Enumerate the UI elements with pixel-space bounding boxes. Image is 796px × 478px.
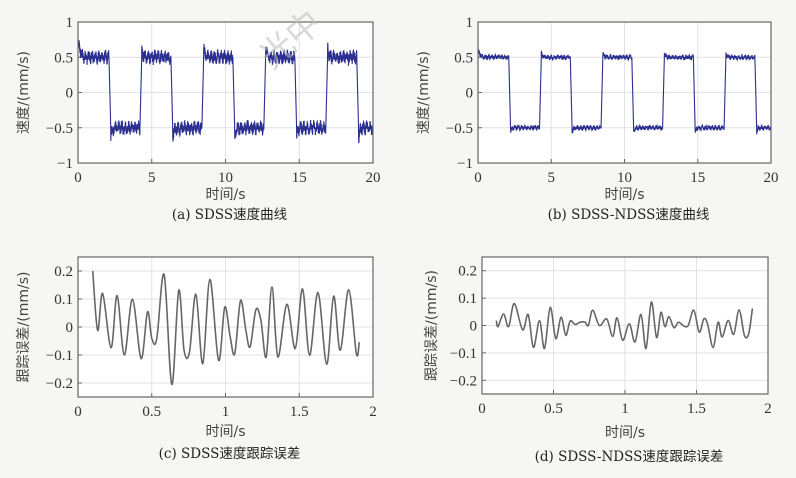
x-tick-label: 0	[474, 170, 482, 186]
y-tick-label: 0.2	[458, 264, 477, 280]
y-axis-label: 跟踪误差/(mm/s)	[424, 270, 440, 381]
x-tick-label: 15	[690, 170, 705, 186]
y-tick-label: −0.1	[46, 348, 73, 364]
x-tick-label: 0.5	[544, 401, 563, 417]
plot-frame	[77, 256, 374, 398]
panel-caption: (b) SDSS-NDSS速度曲线	[548, 207, 710, 223]
plot-frame	[477, 21, 772, 164]
y-tick-label: 0.1	[458, 291, 477, 307]
panel-b: 0 5 10 15 20 1 0.5 0 −0.5 −1 时间/s 速度/(mm/s) (b) SDSS…	[416, 15, 779, 223]
x-tick-label: 1.5	[290, 404, 309, 420]
y-tick-label: 1	[66, 15, 74, 31]
y-axis-label: 跟踪误差/(mm/s)	[16, 272, 32, 383]
x-tick-label: 0	[74, 404, 82, 420]
x-axis-label: 时间/s	[205, 187, 245, 203]
panel-a: 0 5 10 15 20 1 0.5 0 −0.5 −1 时间/s 速度/(mm/s) (a) SDSS…	[16, 15, 381, 223]
y-tick-label: −0.5	[446, 121, 473, 137]
y-tick-label: 0.1	[54, 292, 73, 308]
y-tick-label: −0.5	[46, 121, 73, 137]
x-tick-label: 5	[148, 170, 156, 186]
panel-c: 0 0.5 1 1.5 2 0.2 0.1 0 −0.1 −0.2 时间/s 跟踪误差/(mm/s) (…	[16, 256, 377, 462]
x-tick-label: 15	[292, 170, 307, 186]
x-tick-label: 0	[478, 401, 486, 417]
y-axis-label: 速度/(mm/s)	[416, 51, 432, 134]
panel-caption: (c) SDSS速度跟踪误差	[159, 446, 301, 462]
y-tick-label: −0.2	[46, 376, 73, 392]
plot-frame	[481, 256, 769, 395]
x-tick-label: 20	[764, 170, 779, 186]
series-line	[91, 270, 361, 386]
x-tick-label: 10	[218, 170, 233, 186]
x-tick-label: 1	[222, 404, 230, 420]
plot-frame	[77, 21, 374, 164]
x-tick-label: 2	[369, 404, 377, 420]
panel-d: 0 0.5 1 1.5 2 0.2 0.1 0 −0.1 −0.2 时间/s 跟踪误差/(mm/s) (…	[424, 256, 772, 465]
y-tick-label: 0	[466, 86, 474, 102]
panel-caption: (a) SDSS速度曲线	[172, 207, 287, 223]
x-tick-label: 10	[617, 170, 632, 186]
y-axis-label: 速度/(mm/s)	[16, 51, 32, 134]
panel-caption: (d) SDSS-NDSS速度跟踪误差	[535, 449, 724, 465]
y-tick-label: −0.1	[450, 346, 477, 362]
x-axis-label: 时间/s	[604, 187, 644, 203]
x-tick-label: 1	[621, 401, 629, 417]
series-line	[477, 49, 772, 135]
x-axis-label: 时间/s	[205, 424, 245, 440]
y-tick-label: −0.2	[450, 373, 477, 389]
y-tick-label: 0.5	[454, 50, 473, 66]
y-tick-label: 0	[66, 86, 74, 102]
x-tick-label: 2	[764, 401, 772, 417]
y-tick-label: 0	[66, 320, 74, 336]
x-axis-label: 时间/s	[605, 425, 645, 441]
x-tick-label: 5	[548, 170, 556, 186]
series-line	[77, 39, 374, 144]
y-tick-label: −1	[57, 156, 73, 172]
y-tick-label: 1	[466, 15, 474, 31]
x-tick-label: 0.5	[142, 404, 161, 420]
x-tick-label: 1.5	[687, 401, 706, 417]
y-tick-label: 0.2	[54, 264, 73, 280]
y-tick-label: 0	[470, 319, 478, 335]
y-tick-label: −1	[457, 156, 473, 172]
x-tick-label: 0	[74, 170, 82, 186]
x-tick-label: 20	[366, 170, 381, 186]
y-tick-label: 0.5	[54, 50, 73, 66]
